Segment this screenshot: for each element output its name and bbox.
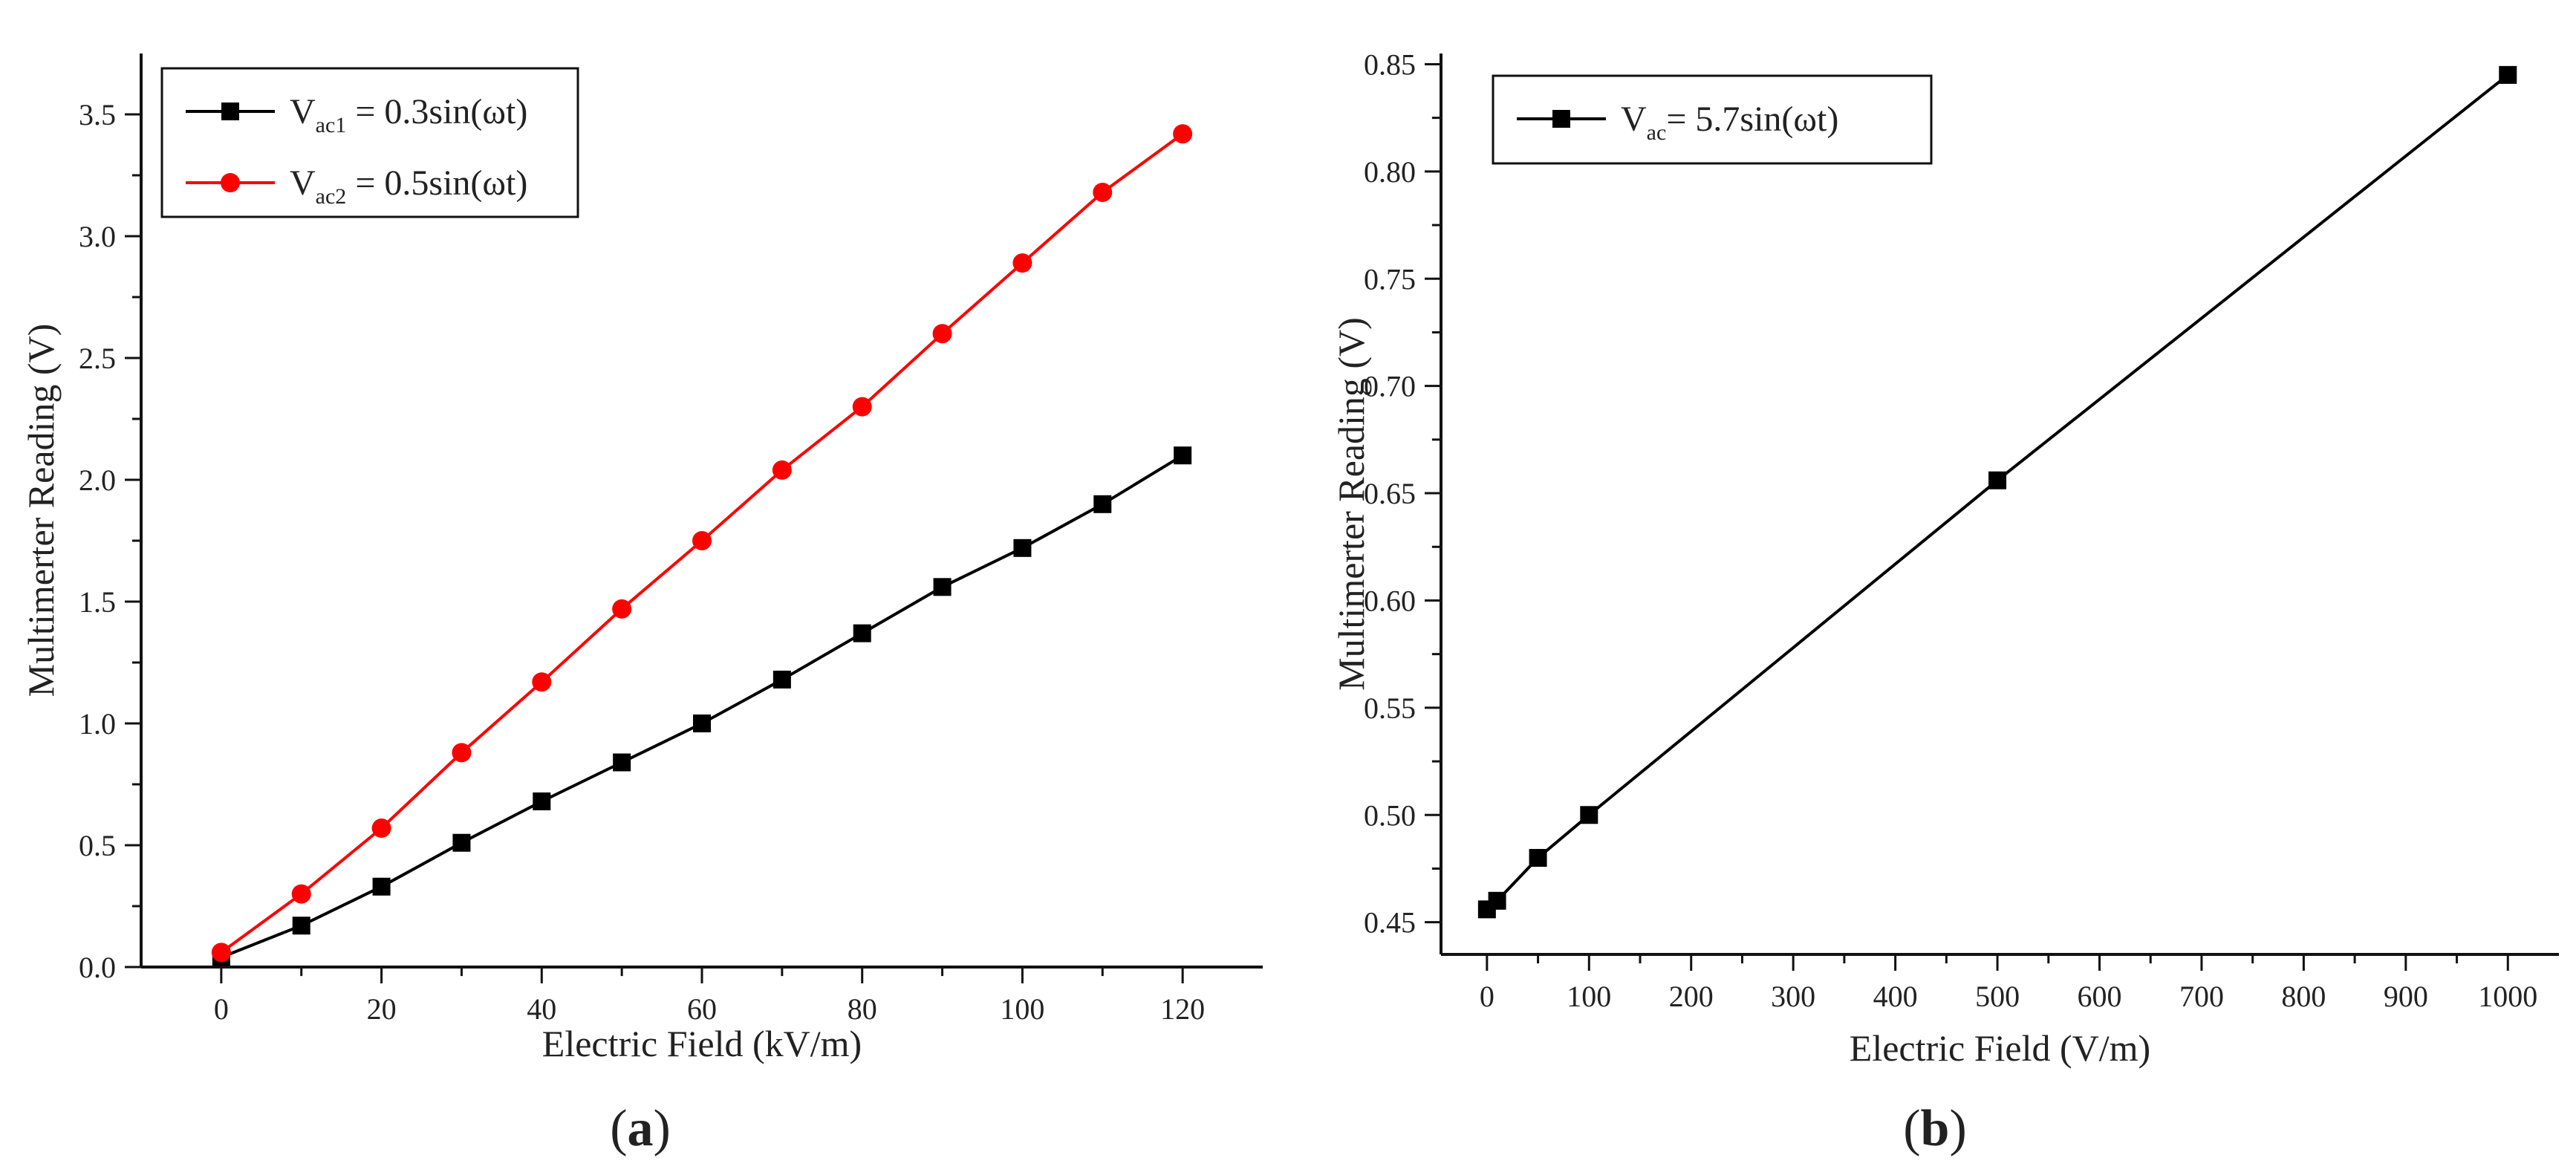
data-point bbox=[2499, 65, 2517, 84]
x-tick-label: 700 bbox=[2179, 980, 2224, 1013]
data-point bbox=[533, 792, 551, 810]
data-point bbox=[852, 397, 872, 417]
caption-letter: a bbox=[628, 1100, 654, 1157]
data-point bbox=[1488, 891, 1506, 910]
x-tick-label: 900 bbox=[2384, 980, 2428, 1013]
x-tick-label: 600 bbox=[2078, 980, 2122, 1013]
data-point bbox=[292, 917, 310, 935]
x-tick-label: 100 bbox=[1000, 992, 1044, 1026]
data-point bbox=[612, 599, 632, 619]
data-point bbox=[291, 884, 311, 904]
x-tick-label: 100 bbox=[1567, 980, 1611, 1013]
data-point bbox=[772, 460, 792, 480]
y-tick-label: 1.0 bbox=[79, 707, 116, 741]
legend-label-subscript: ac bbox=[1647, 120, 1667, 145]
x-tick-label: 1000 bbox=[2478, 980, 2537, 1013]
x-tick-label: 120 bbox=[1160, 992, 1205, 1026]
chart-panel-a: 0 20 40 60 80 100 120 0.0 0.5 1.0 1.5 2.0 2.5 3.0 3.5 E… bbox=[20, 53, 1263, 1157]
data-point bbox=[1988, 471, 2007, 489]
legend-label-rest: = 5.7sin(ωt) bbox=[1666, 100, 1838, 139]
caption-letter: b bbox=[1921, 1100, 1950, 1157]
legend-label-rest: = 0.3sin(ωt) bbox=[346, 92, 527, 131]
x-tick-label: 60 bbox=[687, 992, 717, 1026]
data-point bbox=[693, 715, 711, 732]
data-point bbox=[1580, 806, 1598, 824]
caption-close-paren: ) bbox=[1949, 1100, 1966, 1157]
legend-marker bbox=[221, 102, 239, 120]
x-tick-label: 20 bbox=[367, 992, 397, 1026]
chart-panel-b: 0 100 200 300 400 500 600 700 800 900 1000 0.45 0.50… bbox=[1330, 48, 2559, 1157]
y-tick-label: 2.5 bbox=[79, 342, 116, 375]
y-tick-label: 0.0 bbox=[79, 951, 116, 984]
data-point bbox=[532, 672, 552, 692]
y-tick-label: 1.5 bbox=[79, 585, 116, 619]
y-axis-title: Multimerter Reading (V) bbox=[1330, 317, 1372, 691]
y-tick-label: 0.5 bbox=[79, 829, 116, 862]
data-point bbox=[933, 578, 952, 596]
y-tick-label: 0.85 bbox=[1364, 48, 1416, 81]
legend-label-main: V bbox=[290, 92, 316, 131]
legend-label-subscript: ac1 bbox=[316, 113, 347, 137]
data-point bbox=[1012, 253, 1032, 273]
series-1 bbox=[211, 124, 1193, 963]
data-point bbox=[452, 833, 471, 852]
panel-caption: (b) bbox=[1903, 1100, 1967, 1157]
caption-open-paren: ( bbox=[1903, 1100, 1920, 1157]
data-point bbox=[1173, 124, 1193, 144]
data-point bbox=[692, 531, 712, 550]
data-point bbox=[371, 818, 391, 839]
x-tick-label: 0 bbox=[1480, 980, 1494, 1013]
y-tick-label: 2.0 bbox=[79, 463, 116, 497]
series-0 bbox=[1477, 65, 2517, 919]
caption-open-paren: ( bbox=[610, 1100, 627, 1157]
y-tick-label: 0.80 bbox=[1364, 155, 1416, 189]
x-tick-label: 400 bbox=[1873, 980, 1918, 1013]
x-tick-label: 300 bbox=[1771, 980, 1815, 1013]
y-tick-label: 3.5 bbox=[79, 98, 116, 131]
data-point bbox=[452, 743, 472, 763]
data-point bbox=[1093, 495, 1112, 513]
legend: Vac= 5.7sin(ωt) bbox=[1492, 74, 1933, 165]
y-tick-label: 0.50 bbox=[1364, 798, 1416, 832]
legend-label: Vac2 = 0.5sin(ωt) bbox=[290, 163, 527, 209]
y-tick-label: 3.0 bbox=[79, 220, 116, 253]
data-point bbox=[211, 943, 231, 963]
data-point bbox=[773, 670, 791, 689]
y-tick-label: 0.75 bbox=[1364, 262, 1416, 296]
x-axis-title: Electric Field (kV/m) bbox=[542, 1023, 862, 1064]
data-point bbox=[372, 877, 391, 896]
data-point bbox=[1529, 849, 1547, 868]
x-tick-label: 80 bbox=[848, 992, 877, 1026]
legend-marker bbox=[1552, 110, 1570, 128]
data-point bbox=[932, 324, 952, 344]
data-point bbox=[613, 753, 631, 772]
legend: Vac1 = 0.3sin(ωt)Vac2 = 0.5sin(ωt) bbox=[160, 67, 579, 218]
y-tick-label: 0.70 bbox=[1364, 370, 1416, 403]
legend-marker bbox=[221, 173, 240, 192]
data-point bbox=[1174, 446, 1192, 465]
y-tick-label: 0.45 bbox=[1364, 906, 1416, 940]
x-tick-label: 500 bbox=[1975, 980, 2020, 1013]
x-tick-label: 800 bbox=[2281, 980, 2326, 1013]
x-axis-title: Electric Field (V/m) bbox=[1850, 1027, 2150, 1069]
legend-label-subscript: ac2 bbox=[316, 184, 347, 209]
data-point bbox=[1013, 538, 1032, 557]
y-tick-label: 0.60 bbox=[1364, 584, 1416, 617]
x-tick-label: 0 bbox=[214, 992, 229, 1026]
data-point bbox=[853, 624, 871, 642]
legend-label: Vac= 5.7sin(ωt) bbox=[1621, 100, 1838, 145]
legend-label-main: V bbox=[290, 163, 316, 203]
legend-label: Vac1 = 0.3sin(ωt) bbox=[290, 92, 527, 137]
y-tick-label: 0.55 bbox=[1364, 691, 1416, 725]
y-axis-title: Multimerter Reading (V) bbox=[20, 324, 62, 697]
legend-label-rest: = 0.5sin(ωt) bbox=[346, 163, 527, 203]
panel-caption: (a) bbox=[610, 1100, 671, 1157]
x-tick-label: 40 bbox=[527, 992, 556, 1026]
x-tick-label: 200 bbox=[1669, 980, 1714, 1013]
legend-label-main: V bbox=[1621, 100, 1647, 139]
data-point bbox=[1093, 182, 1113, 202]
y-tick-label: 0.65 bbox=[1364, 477, 1416, 510]
caption-close-paren: ) bbox=[654, 1100, 671, 1157]
